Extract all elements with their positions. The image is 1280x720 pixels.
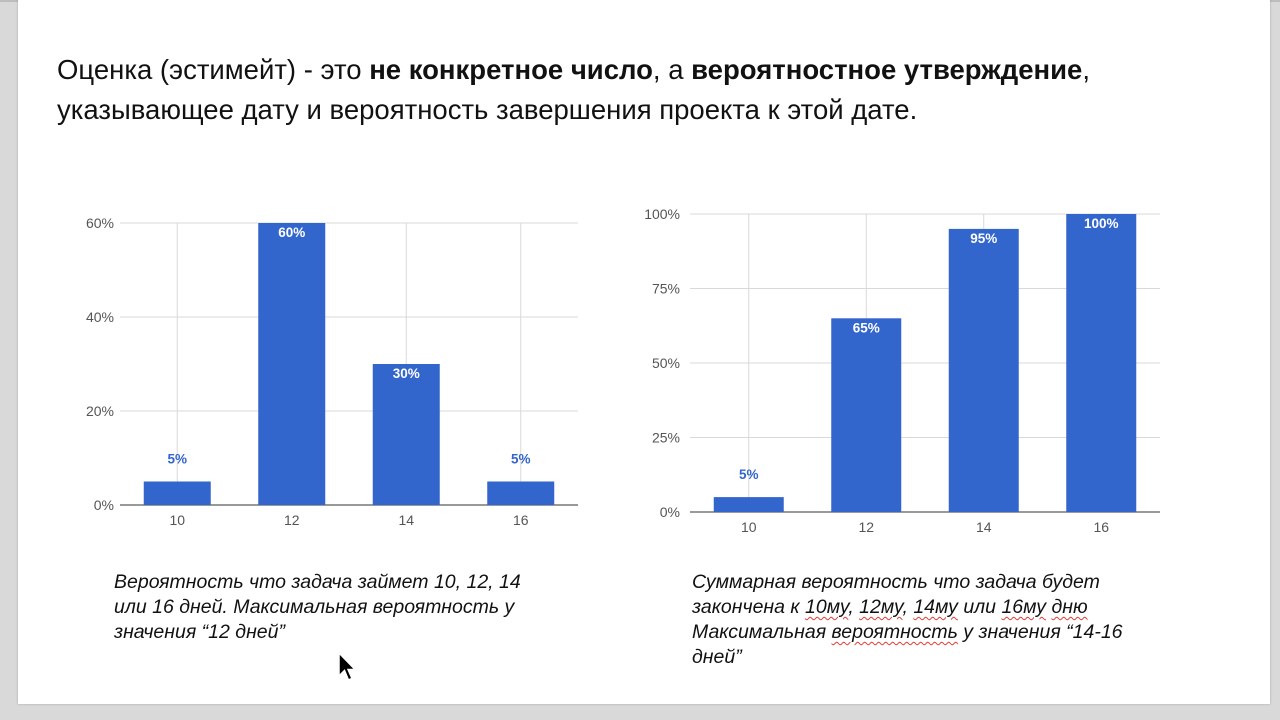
caption-line: или 16 дней. Максимальная вероятность у [114, 596, 515, 618]
probability-bar-chart: 0% 20% 40% 60% 5% 10 60% 12 30% 14 5% 16 [70, 205, 590, 540]
y-tick-label: 0% [660, 504, 680, 520]
bar-12 [831, 318, 902, 512]
heading-text: Оценка (эстимейт) - это [57, 54, 370, 85]
y-tick-label: 75% [652, 281, 680, 297]
caption-line: закончена к 10му, 12му, 14му или 16му дн… [692, 595, 1212, 620]
right-chart-caption: Суммарная вероятность что задача будет з… [692, 570, 1212, 670]
heading-bold-text: вероятностное утверждение [691, 54, 1083, 85]
heading-text: , а [652, 54, 692, 85]
bar-data-label: 5% [739, 467, 759, 482]
x-tick-label: 16 [1093, 519, 1109, 535]
heading-line-2: указывающее дату и вероятность завершени… [57, 94, 918, 125]
caption-text: , [848, 596, 860, 618]
caption-line: дней” [692, 646, 742, 668]
bar-16 [1066, 214, 1137, 512]
spellcheck-word: 12му [859, 596, 903, 618]
heading-bold-text: не конкретное число [369, 54, 653, 85]
slide [18, 0, 1270, 704]
x-tick-label: 10 [741, 519, 757, 535]
bar-data-label: 65% [853, 320, 880, 335]
caption-line: Суммарная вероятность что задача будет [692, 571, 1100, 593]
x-tick-label: 10 [169, 512, 185, 528]
spellcheck-word: 10му [805, 596, 849, 618]
bar-data-label: 60% [278, 225, 305, 240]
cumulative-probability-bar-chart: 0% 25% 50% 75% 100% 5% 10 65% 12 95% 14 100% 16 [628, 195, 1173, 545]
bar-14 [948, 228, 1019, 512]
caption-text: закончена к [692, 596, 806, 618]
bar-12 [258, 223, 326, 505]
spellcheck-word: вероятность [831, 621, 958, 643]
x-tick-label: 12 [858, 519, 874, 535]
caption-text: или [957, 596, 1002, 618]
heading-text: , [1082, 54, 1090, 85]
y-tick-label: 25% [652, 430, 680, 446]
y-tick-label: 100% [644, 206, 680, 222]
bar-data-label: 5% [167, 452, 187, 467]
spellcheck-word: дню [1051, 596, 1088, 618]
bar-10 [143, 481, 211, 505]
bar-10 [713, 497, 784, 512]
y-tick-label: 0% [94, 497, 114, 513]
cumulative-chart-svg: 0% 25% 50% 75% 100% 5% 10 65% 12 95% 14 100% 16 [644, 206, 1160, 535]
mouse-pointer-icon [338, 651, 357, 687]
y-tick-label: 40% [86, 309, 114, 325]
x-tick-label: 12 [284, 512, 300, 528]
bar-data-label: 30% [393, 366, 420, 381]
bar-data-label: 5% [511, 452, 531, 467]
caption-line: значения “12 дней” [114, 621, 285, 643]
bar-data-label: 100% [1084, 216, 1119, 231]
spellcheck-word: 14му [913, 596, 958, 618]
bar-16 [487, 481, 555, 505]
x-tick-label: 16 [513, 512, 529, 528]
caption-text: , [902, 596, 914, 618]
x-tick-label: 14 [976, 519, 992, 535]
heading-line-1: Оценка (эстимейт) - это не конкретное чи… [57, 50, 1217, 90]
slide-heading: Оценка (эстимейт) - это не конкретное чи… [57, 50, 1217, 130]
caption-line: Вероятность что задача займет 10, 12, 14 [114, 571, 521, 593]
y-tick-label: 50% [652, 355, 680, 371]
x-tick-label: 14 [398, 512, 414, 528]
caption-text: у значения “14-16 [957, 621, 1123, 643]
y-tick-label: 20% [86, 403, 114, 419]
left-chart-caption: Вероятность что задача займет 10, 12, 14… [114, 570, 584, 645]
bar-14 [372, 364, 440, 505]
caption-text: Максимальная [692, 621, 832, 643]
bar-data-label: 95% [970, 231, 997, 246]
caption-line: Максимальная вероятность у значения “14-… [692, 620, 1212, 645]
probability-chart-svg: 0% 20% 40% 60% 5% 10 60% 12 30% 14 5% 16 [86, 215, 578, 528]
y-tick-label: 60% [86, 215, 114, 231]
spellcheck-word: 16му [1001, 596, 1047, 618]
